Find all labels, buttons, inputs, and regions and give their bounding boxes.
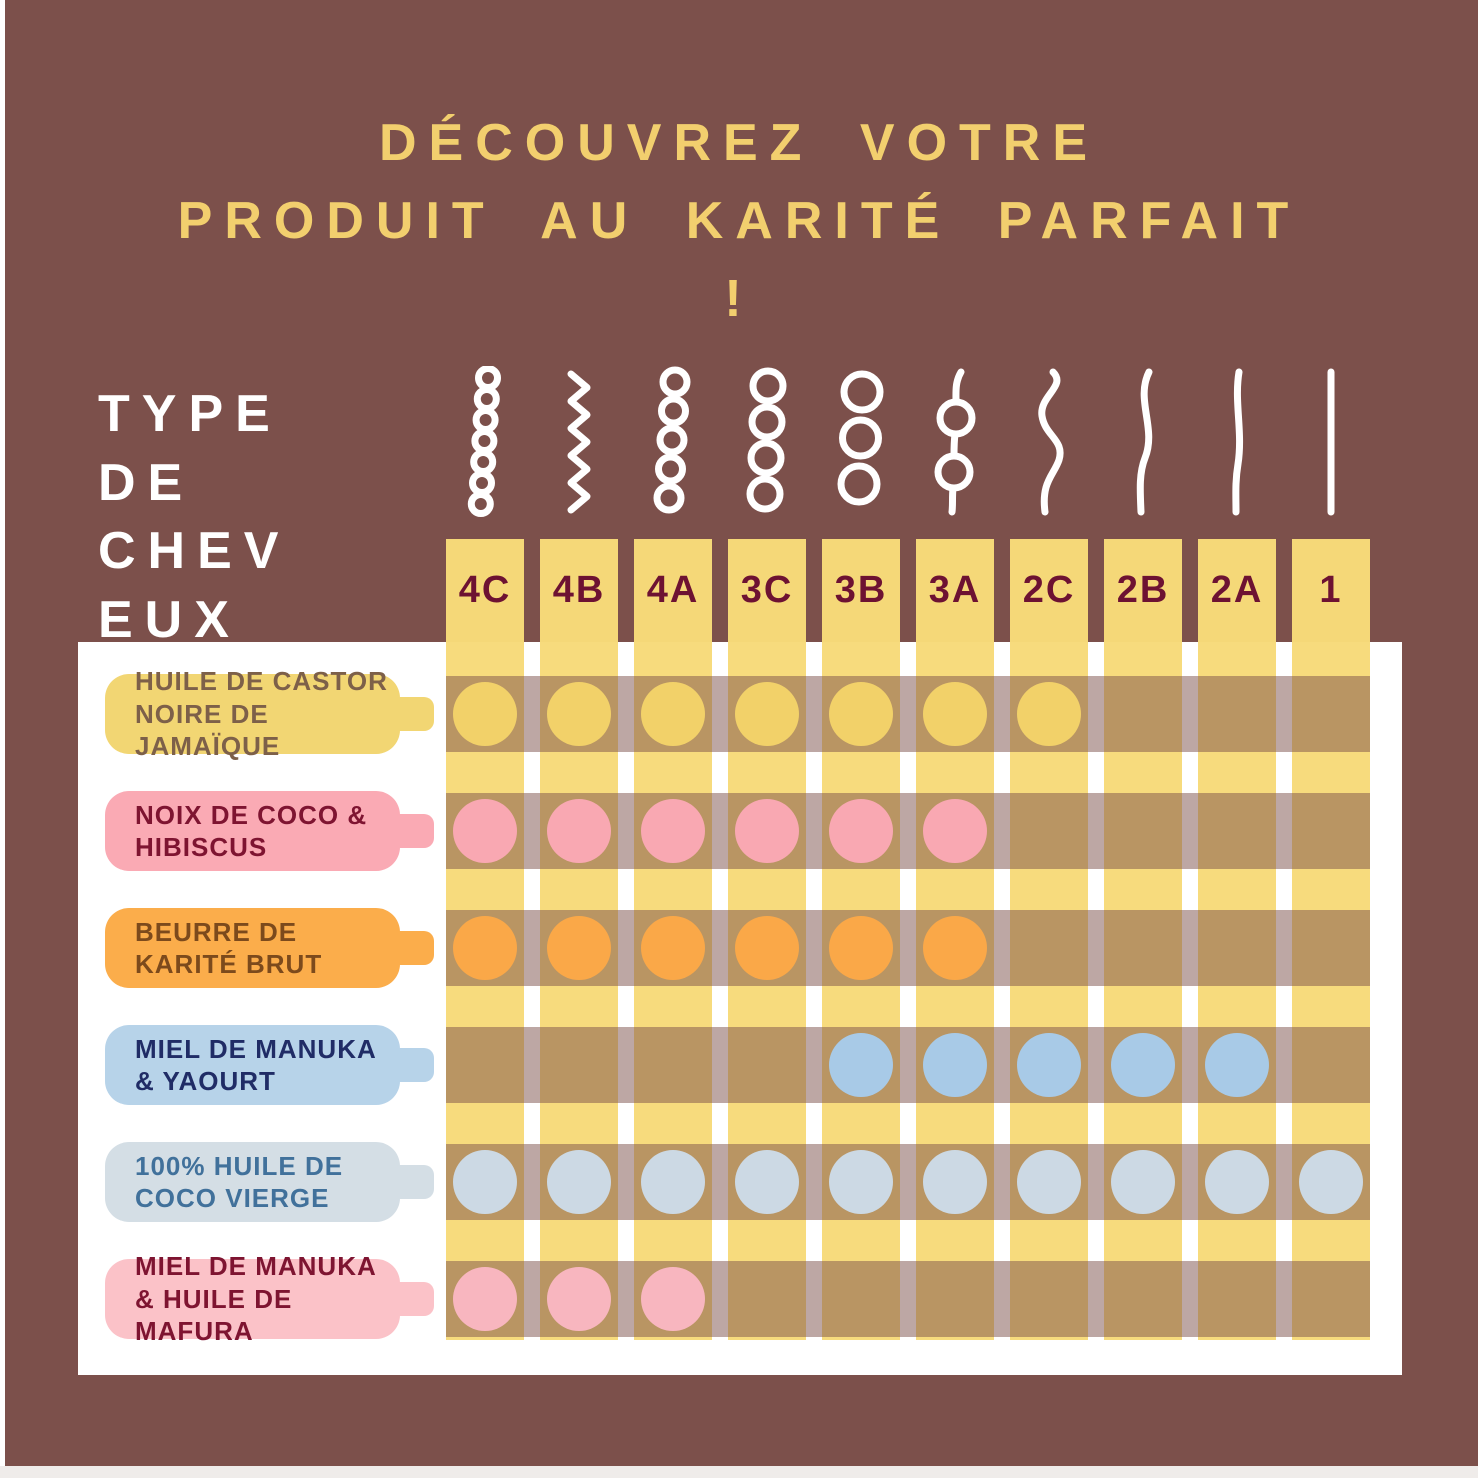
- hair-type-axis-label: TYPE DE CHEV EUX: [98, 385, 291, 649]
- hair-type-header-3C: 3C: [728, 539, 806, 642]
- suitability-dot: [735, 682, 799, 746]
- suitability-dot: [547, 1267, 611, 1331]
- product-label-bottle: MIEL DE MANUKA & HUILE DE MAFURA: [105, 1251, 400, 1346]
- product-label-bottle: 100% HUILE DE COCO VIERGE: [105, 1142, 400, 1222]
- hair-type-header-4C: 4C: [446, 539, 524, 642]
- hair-type-header-2C: 2C: [1010, 539, 1088, 642]
- suitability-dot: [1017, 682, 1081, 746]
- hair-type-column-1: [1292, 642, 1370, 1340]
- coil-medium-icon: [735, 366, 799, 518]
- hair-type-column-3C: [728, 642, 806, 1340]
- product-label-bottle: MIEL DE MANUKA & YAOURT: [105, 1025, 400, 1105]
- zigzag-icon: [547, 366, 611, 518]
- product-label-bottle: HUILE DE CASTOR NOIRE DE JAMAÏQUE: [105, 666, 400, 761]
- suitability-dot: [923, 1150, 987, 1214]
- suitability-dot: [453, 916, 517, 980]
- hair-type-header-label: 3A: [928, 569, 982, 611]
- suitability-dot: [829, 682, 893, 746]
- suitability-dot: [453, 799, 517, 863]
- suitability-dot: [453, 1150, 517, 1214]
- coil-tight-icon: [453, 365, 517, 518]
- hair-type-header-4A: 4A: [634, 539, 712, 642]
- product-label-bottle: BEURRE DE KARITÉ BRUT: [105, 908, 400, 988]
- suitability-dot: [923, 682, 987, 746]
- suitability-dot: [735, 799, 799, 863]
- hair-type-column-2B: [1104, 642, 1182, 1340]
- hair-type-header-label: 4C: [458, 569, 512, 611]
- suitability-dot: [829, 1150, 893, 1214]
- product-label-bottle: NOIX DE COCO & HIBISCUS: [105, 791, 400, 871]
- suitability-dot: [547, 916, 611, 980]
- suitability-dot: [1111, 1150, 1175, 1214]
- product-label: HUILE DE CASTOR NOIRE DE JAMAÏQUE: [135, 666, 388, 762]
- product-label: 100% HUILE DE COCO VIERGE: [135, 1150, 344, 1214]
- hair-type-column-2C: [1010, 642, 1088, 1340]
- hair-type-header-label: 2A: [1210, 569, 1264, 611]
- hair-type-header-4B: 4B: [540, 539, 618, 642]
- product-label-bottle-cap: [398, 1282, 434, 1316]
- suitability-dot: [1205, 1150, 1269, 1214]
- suitability-dot: [1017, 1150, 1081, 1214]
- hair-type-header-3B: 3B: [822, 539, 900, 642]
- suitability-dot: [923, 1033, 987, 1097]
- product-label: NOIX DE COCO & HIBISCUS: [135, 799, 368, 863]
- hair-type-column-4A: [634, 642, 712, 1340]
- coil-small-icon: [641, 366, 705, 518]
- hair-type-column-4B: [540, 642, 618, 1340]
- product-label: BEURRE DE KARITÉ BRUT: [135, 916, 323, 980]
- hair-type-header-label: 1: [1319, 569, 1343, 611]
- suitability-dot: [641, 682, 705, 746]
- suitability-dot: [547, 682, 611, 746]
- suitability-dot: [453, 682, 517, 746]
- suitability-dot: [829, 1033, 893, 1097]
- hair-type-header-2A: 2A: [1198, 539, 1276, 642]
- product-label-bottle-cap: [398, 1165, 434, 1199]
- hair-type-header-label: 3C: [740, 569, 794, 611]
- suitability-dot: [1299, 1150, 1363, 1214]
- suitability-dot: [735, 916, 799, 980]
- wave-slight-icon: [1205, 366, 1269, 518]
- loops-two-icon: [923, 366, 987, 518]
- hair-type-header-label: 4A: [646, 569, 700, 611]
- hair-type-column-2A: [1198, 642, 1276, 1340]
- suitability-dot: [453, 1267, 517, 1331]
- product-label: MIEL DE MANUKA & YAOURT: [135, 1033, 377, 1097]
- suitability-dot: [829, 799, 893, 863]
- suitability-dot: [923, 799, 987, 863]
- page-title: DÉCOUVREZ VOTRE PRODUIT AU KARITÉ PARFAI…: [177, 114, 1301, 328]
- suitability-dot: [547, 1150, 611, 1214]
- hair-type-column-3A: [916, 642, 994, 1340]
- hair-type-header-label: 2B: [1116, 569, 1170, 611]
- hair-type-header-3A: 3A: [916, 539, 994, 642]
- suitability-dot: [923, 916, 987, 980]
- wave-s-icon: [1111, 366, 1175, 518]
- suitability-dot: [641, 1267, 705, 1331]
- hair-type-column-4C: [446, 642, 524, 1340]
- hair-type-header-label: 3B: [834, 569, 888, 611]
- product-label-bottle-cap: [398, 931, 434, 965]
- hair-type-header-label: 4B: [552, 569, 606, 611]
- product-label: MIEL DE MANUKA & HUILE DE MAFURA: [135, 1251, 377, 1347]
- wave-tight-icon: [1017, 366, 1081, 518]
- suitability-dot: [641, 1150, 705, 1214]
- straight-icon: [1299, 366, 1363, 518]
- product-label-bottle-cap: [398, 814, 434, 848]
- hair-type-header-2B: 2B: [1104, 539, 1182, 642]
- coil-large-icon: [829, 366, 893, 518]
- suitability-dot: [829, 916, 893, 980]
- suitability-dot: [547, 799, 611, 863]
- suitability-dot: [641, 799, 705, 863]
- hair-type-column-3B: [822, 642, 900, 1340]
- suitability-dot: [1111, 1033, 1175, 1097]
- suitability-dot: [641, 916, 705, 980]
- suitability-dot: [735, 1150, 799, 1214]
- bottom-edge-strip: [0, 1466, 1478, 1478]
- suitability-dot: [1017, 1033, 1081, 1097]
- product-label-bottle-cap: [398, 697, 434, 731]
- suitability-dot: [1205, 1033, 1269, 1097]
- hair-type-header-label: 2C: [1022, 569, 1076, 611]
- product-label-bottle-cap: [398, 1048, 434, 1082]
- hair-type-header-1: 1: [1292, 539, 1370, 642]
